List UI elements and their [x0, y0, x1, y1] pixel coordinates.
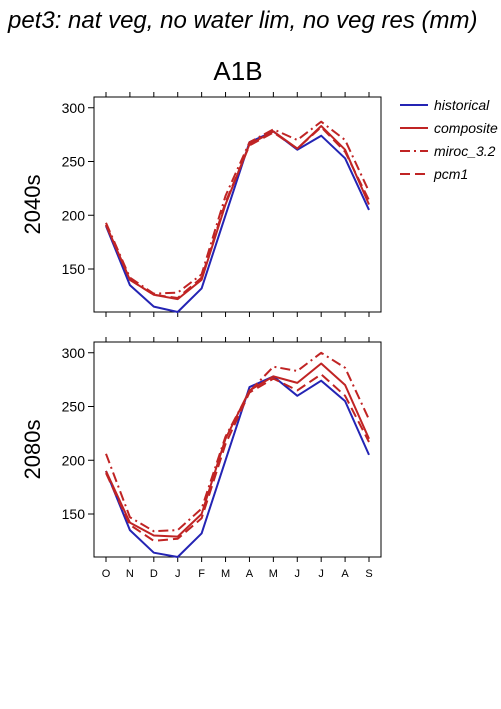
x-tick-label: A [341, 568, 349, 580]
y-tick-label: 200 [62, 207, 86, 223]
series-line-pcm1 [105, 126, 370, 299]
series-line-miroc_3.2 [105, 120, 370, 295]
chart-legend: historical composite miroc_3.2 pcm1 [400, 97, 498, 182]
panel-label: 2040s [20, 175, 45, 235]
legend-item-pcm1: pcm1 [400, 166, 468, 182]
x-tick-label: M [221, 568, 230, 580]
series-line-historical [105, 375, 370, 558]
x-tick-label: J [295, 568, 301, 580]
y-tick-label: 150 [62, 261, 86, 277]
x-tick-label: F [198, 568, 205, 580]
legend-label: historical [434, 97, 490, 113]
legend-label: miroc_3.2 [434, 143, 496, 159]
series-line-pcm1 [105, 373, 370, 542]
x-tick-label: N [126, 568, 134, 580]
series-line-composite [105, 125, 370, 301]
y-tick-label: 300 [62, 100, 86, 116]
plot-frame [93, 96, 382, 313]
y-tick-label: 300 [62, 345, 86, 361]
panel-label: 2080s [20, 420, 45, 480]
legend-label: composite [434, 120, 498, 136]
chart-panels: 150 200 250 300 2040s 150 200 250 300 O N D J F M A M J J A… [20, 92, 382, 580]
y-tick-label: 250 [62, 399, 86, 415]
x-tick-label: M [269, 568, 278, 580]
y-tick-label: 250 [62, 154, 86, 170]
legend-item-historical: historical [400, 97, 490, 113]
plot-frame [93, 341, 382, 558]
x-tick-label: J [318, 568, 324, 580]
scenario-title: A1B [213, 56, 262, 86]
y-tick-label: 150 [62, 506, 86, 522]
legend-item-composite: composite [400, 120, 498, 136]
series-line-miroc_3.2 [105, 351, 370, 533]
x-tick-label: O [102, 568, 111, 580]
x-tick-label: D [150, 568, 158, 580]
x-tick-label: J [175, 568, 181, 580]
panel-2040s: 150 200 250 300 2040s [20, 92, 382, 317]
x-tick-label: A [246, 568, 254, 580]
series-line-composite [105, 362, 370, 538]
y-tick-label: 200 [62, 452, 86, 468]
page-title: pet3: nat veg, no water lim, no veg res … [7, 7, 478, 34]
panel-2080s: 150 200 250 300 O N D J F M A M J J A S 2080s [20, 337, 382, 580]
legend-label: pcm1 [433, 166, 468, 182]
legend-item-miroc_3.2: miroc_3.2 [400, 143, 496, 159]
x-tick-label: S [365, 568, 372, 580]
series-line-historical [105, 130, 370, 313]
